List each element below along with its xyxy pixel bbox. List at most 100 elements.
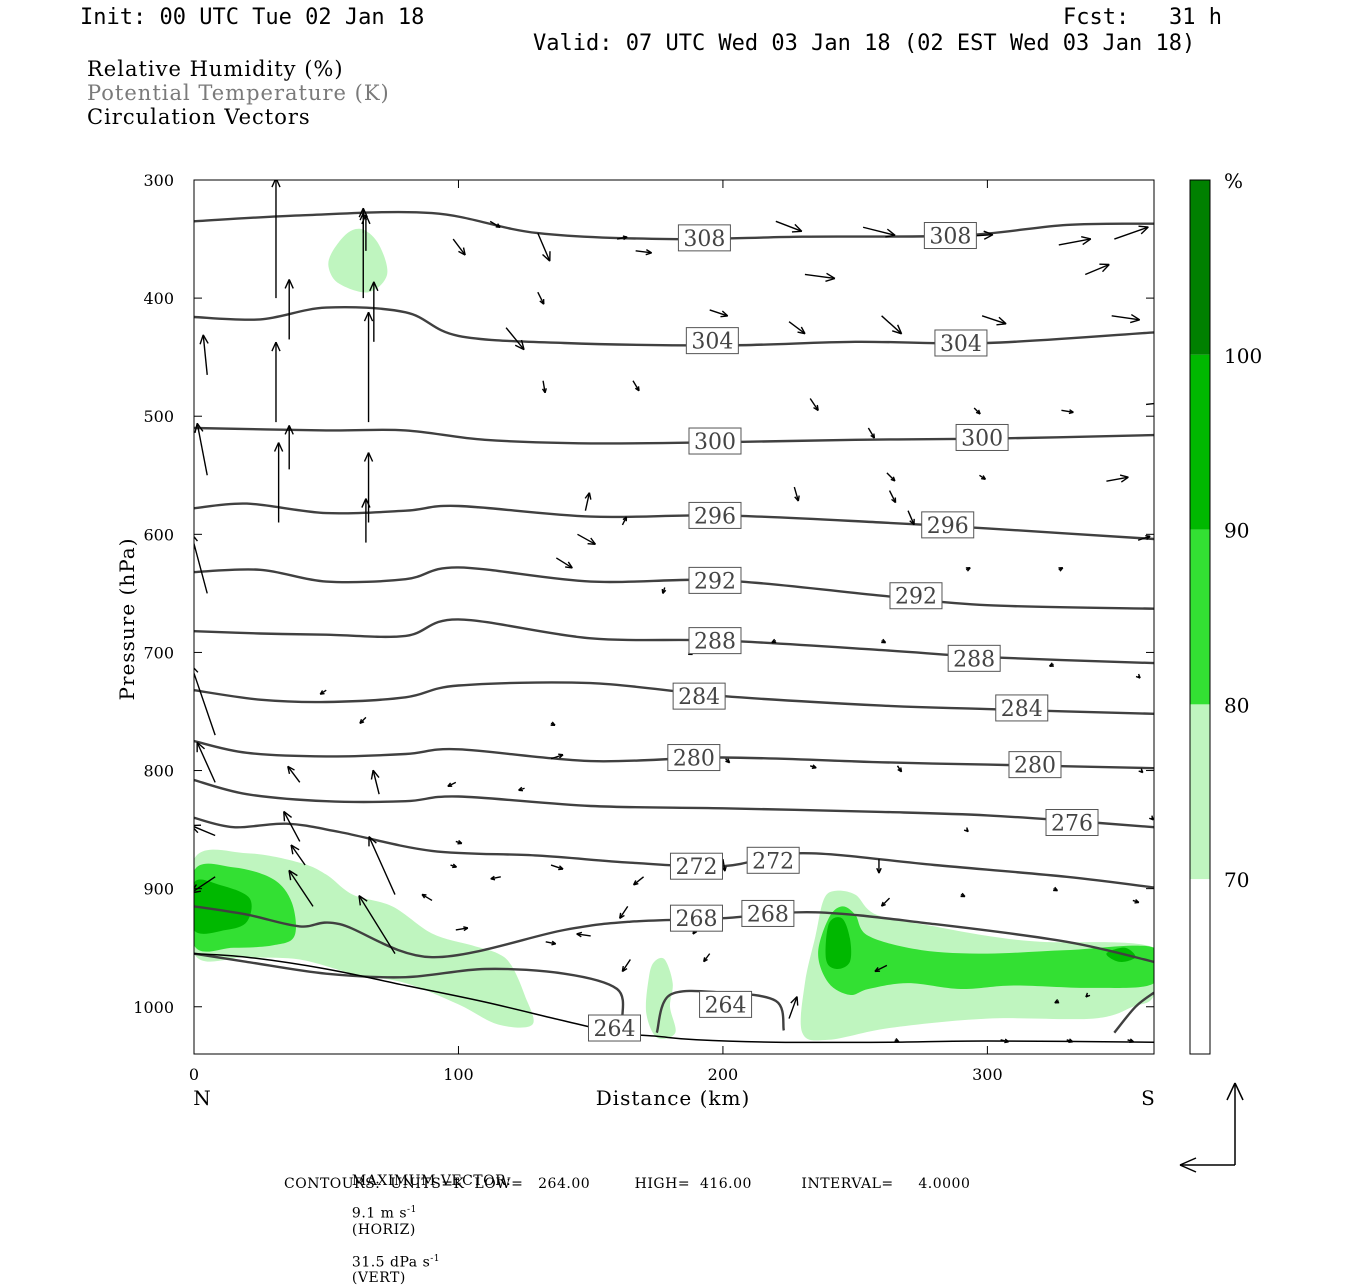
isentrope-label-text: 292 bbox=[694, 569, 736, 594]
vector-head bbox=[1081, 237, 1091, 239]
isentrope-label-text: 272 bbox=[675, 855, 717, 880]
circulation-vector bbox=[284, 811, 300, 841]
circulation-vector bbox=[556, 558, 572, 568]
circulation-vector bbox=[704, 954, 710, 962]
circulation-vector bbox=[772, 639, 776, 642]
vector-head bbox=[720, 316, 727, 317]
vector-head bbox=[798, 496, 799, 502]
vector-head bbox=[797, 997, 798, 1006]
circulation-vector bbox=[1050, 663, 1054, 666]
isentrope-label: 304 bbox=[686, 328, 738, 355]
isentrope-label: 308 bbox=[924, 223, 976, 250]
circulation-vector bbox=[200, 335, 208, 375]
y-tick-label: 600 bbox=[143, 525, 174, 544]
vector-head bbox=[725, 867, 726, 872]
circulation-vector bbox=[810, 765, 816, 768]
y-tick-label: 800 bbox=[143, 762, 174, 781]
isentrope-label-text: 292 bbox=[895, 585, 937, 610]
colorbar-segment bbox=[1190, 530, 1210, 705]
circulation-vector bbox=[360, 717, 366, 723]
y-tick-label: 300 bbox=[143, 171, 174, 190]
circulation-vector bbox=[320, 690, 326, 694]
cross-section-chart: 308 308 304 304 300 300 296 296 292 292 288 288 284 2… bbox=[0, 0, 1350, 1200]
circulation-vector bbox=[585, 493, 591, 511]
isentrope-label: 288 bbox=[689, 628, 741, 655]
colorbar-segment bbox=[1190, 879, 1210, 1054]
isentrope-label-text: 296 bbox=[694, 504, 736, 529]
circulation-vector bbox=[538, 233, 550, 261]
vector-shaft bbox=[1114, 227, 1148, 239]
isentrope-288 bbox=[194, 619, 1154, 663]
colorbar-level-label: 80 bbox=[1224, 693, 1249, 717]
circulation-vector bbox=[894, 1038, 898, 1041]
circulation-vector bbox=[543, 381, 547, 393]
isentrope-label: 292 bbox=[890, 583, 942, 610]
vector-shaft bbox=[577, 534, 595, 544]
circulation-vector bbox=[966, 568, 970, 571]
vector-head bbox=[284, 811, 285, 821]
circulation-vector bbox=[633, 381, 639, 391]
vector-head bbox=[190, 533, 192, 543]
colorbar-level-label: 90 bbox=[1224, 519, 1249, 543]
circulation-vector bbox=[491, 876, 501, 880]
isentrope-label-text: 268 bbox=[747, 902, 789, 927]
circulation-vector bbox=[272, 342, 280, 422]
vector-shaft bbox=[776, 221, 802, 231]
circulation-vector bbox=[272, 178, 280, 298]
isentrope-label-text: 288 bbox=[694, 630, 736, 655]
isentrope-label-text: 276 bbox=[1051, 812, 1093, 837]
vector-shaft bbox=[882, 316, 902, 334]
isentrope-label: 272 bbox=[670, 853, 722, 880]
isentrope-label: 308 bbox=[678, 225, 730, 252]
circulation-vector bbox=[620, 906, 628, 918]
contour-info: CONTOURS: UNITS=K LOW= 264.00 HIGH= 416.… bbox=[284, 1176, 970, 1192]
circulation-vector bbox=[364, 312, 372, 422]
circulation-vector bbox=[538, 292, 544, 304]
vector-shaft bbox=[1146, 402, 1164, 404]
isentrope-label-text: 280 bbox=[1014, 754, 1056, 779]
vector-head bbox=[1138, 226, 1148, 227]
circulation-vector bbox=[882, 316, 902, 334]
circulation-vector bbox=[191, 825, 215, 835]
colorbar-segment bbox=[1190, 355, 1210, 530]
x-tick-label: 0 bbox=[189, 1065, 199, 1084]
isentrope-label: 300 bbox=[956, 424, 1008, 451]
max-vector-horiz-tail: (HORIZ) bbox=[352, 1222, 416, 1238]
circulation-vector bbox=[964, 827, 968, 831]
isentrope-label-text: 304 bbox=[940, 332, 982, 357]
isentrope-label: 280 bbox=[1009, 752, 1061, 779]
colorbar-level-label: 70 bbox=[1224, 868, 1249, 892]
circulation-vector bbox=[288, 766, 300, 782]
isentrope-label: 288 bbox=[948, 645, 1000, 672]
circulation-vector bbox=[887, 473, 895, 481]
circulation-vector bbox=[448, 782, 456, 786]
isentrope-label-text: 300 bbox=[961, 426, 1003, 451]
circulation-vector bbox=[451, 864, 457, 867]
isentrope-308 bbox=[194, 212, 1154, 239]
circulation-vector bbox=[369, 837, 395, 895]
circulation-vector bbox=[805, 273, 835, 281]
circulation-vector bbox=[1136, 674, 1140, 678]
isentrope-label-text: 268 bbox=[675, 907, 717, 932]
isentrope-label-text: 288 bbox=[953, 647, 995, 672]
vector-head bbox=[1157, 400, 1164, 402]
isentrope-label: 272 bbox=[747, 847, 799, 874]
rh-region-70 bbox=[328, 229, 387, 293]
isentrope-label: 296 bbox=[689, 502, 741, 529]
circulation-vector bbox=[1146, 400, 1164, 406]
max-vector-horiz-exp: -1 bbox=[407, 1205, 417, 1215]
isentrope-label-text: 264 bbox=[705, 993, 747, 1018]
isentrope-label-text: 296 bbox=[927, 514, 969, 539]
x-tick-label: 100 bbox=[443, 1065, 474, 1084]
colorbar-level-label: 100 bbox=[1224, 344, 1262, 368]
circulation-vector bbox=[456, 927, 468, 931]
vector-shaft bbox=[506, 328, 524, 350]
isentrope-label-text: 272 bbox=[752, 849, 794, 874]
isentrope-label: 284 bbox=[673, 683, 725, 710]
circulation-vector bbox=[776, 221, 802, 232]
x-tick-label: 300 bbox=[972, 1065, 1003, 1084]
isentrope-label-text: 308 bbox=[683, 227, 725, 252]
north-end-label: N bbox=[193, 1086, 211, 1110]
isentrope-296 bbox=[194, 504, 1154, 539]
vector-head bbox=[996, 324, 1006, 325]
